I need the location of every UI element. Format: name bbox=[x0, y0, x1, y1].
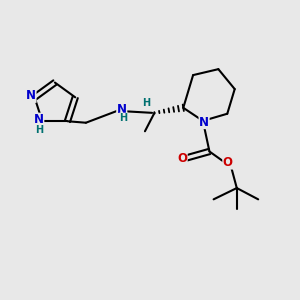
Text: O: O bbox=[223, 156, 233, 169]
Text: O: O bbox=[177, 152, 187, 165]
Text: N: N bbox=[199, 116, 209, 129]
Text: H: H bbox=[142, 98, 150, 108]
Text: H: H bbox=[119, 113, 127, 123]
Text: N: N bbox=[26, 89, 36, 102]
Text: H: H bbox=[35, 124, 43, 135]
Text: N: N bbox=[117, 103, 127, 116]
Text: N: N bbox=[34, 113, 44, 126]
